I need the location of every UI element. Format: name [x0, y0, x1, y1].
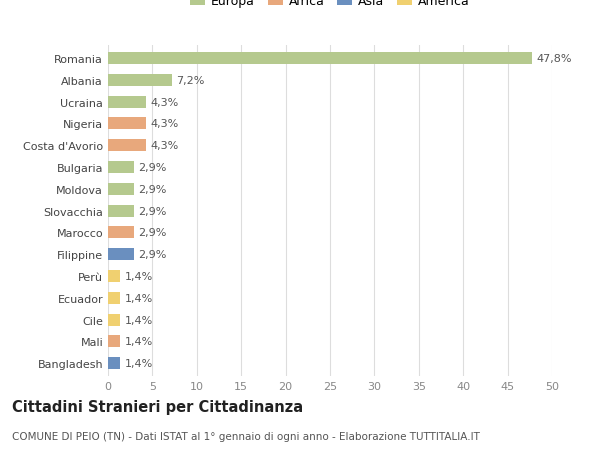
Bar [108, 292, 121, 304]
Text: 2,9%: 2,9% [138, 250, 167, 260]
Bar [108, 118, 146, 130]
Text: 2,9%: 2,9% [138, 185, 167, 195]
Text: 4,3%: 4,3% [151, 97, 179, 107]
Text: 1,4%: 1,4% [125, 293, 153, 303]
Text: Cittadini Stranieri per Cittadinanza: Cittadini Stranieri per Cittadinanza [12, 399, 303, 414]
Bar [108, 53, 532, 65]
Text: 47,8%: 47,8% [537, 54, 572, 64]
Text: 4,3%: 4,3% [151, 141, 179, 151]
Bar [108, 162, 134, 174]
Bar [108, 184, 134, 196]
Bar [108, 336, 121, 347]
Text: 7,2%: 7,2% [176, 76, 205, 86]
Bar [108, 227, 134, 239]
Bar [108, 358, 121, 369]
Text: 4,3%: 4,3% [151, 119, 179, 129]
Bar [108, 75, 172, 87]
Text: 1,4%: 1,4% [125, 336, 153, 347]
Text: 1,4%: 1,4% [125, 271, 153, 281]
Text: 2,9%: 2,9% [138, 228, 167, 238]
Bar [108, 96, 146, 108]
Bar [108, 270, 121, 282]
Text: 2,9%: 2,9% [138, 162, 167, 173]
Bar [108, 205, 134, 217]
Text: 1,4%: 1,4% [125, 358, 153, 368]
Text: 1,4%: 1,4% [125, 315, 153, 325]
Text: 2,9%: 2,9% [138, 206, 167, 216]
Text: COMUNE DI PEIO (TN) - Dati ISTAT al 1° gennaio di ogni anno - Elaborazione TUTTI: COMUNE DI PEIO (TN) - Dati ISTAT al 1° g… [12, 431, 480, 442]
Bar [108, 314, 121, 326]
Bar [108, 249, 134, 261]
Bar [108, 140, 146, 152]
Legend: Europa, Africa, Asia, America: Europa, Africa, Asia, America [187, 0, 473, 11]
